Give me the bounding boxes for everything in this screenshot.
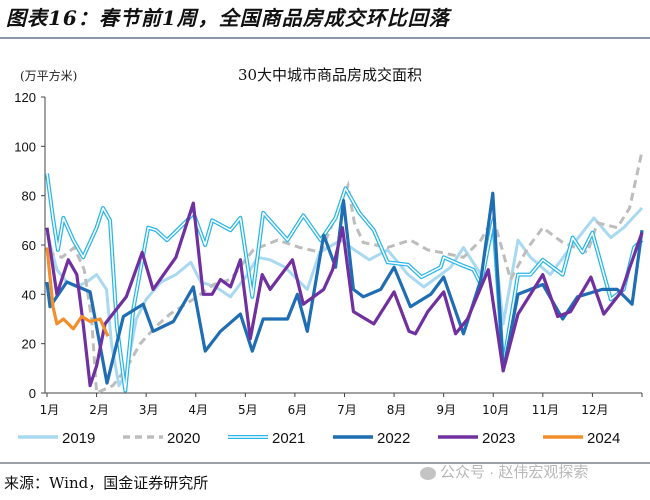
- legend-label: 2022: [377, 430, 410, 447]
- line-chart: 30大中城市商品房成交面积 (万平方米) 0 20 40 60 80 100 120 1月 2月…: [14, 66, 644, 447]
- series-line-2020: [46, 150, 644, 396]
- legend: 2019 2020 2021 2022 2023 2024: [18, 430, 620, 447]
- watermark: 公众号 · 赵伟宏观探索: [420, 461, 588, 482]
- legend-item-2023: 2023: [438, 430, 515, 447]
- series-line-2024: [45, 247, 110, 337]
- x-tick-label: 7月: [337, 403, 357, 417]
- legend-label: 2020: [167, 430, 200, 447]
- wechat-icon: [420, 466, 436, 480]
- watermark-text: 公众号 · 赵伟宏观探索: [440, 464, 589, 481]
- x-tick-label: 11月: [532, 403, 559, 417]
- footer-divider: [0, 462, 650, 464]
- legend-label: 2024: [587, 430, 620, 447]
- y-tick-label: 100: [14, 139, 36, 154]
- series-group: [45, 150, 644, 396]
- x-tick-label: 6月: [288, 403, 308, 417]
- legend-label: 2023: [482, 430, 515, 447]
- legend-label: 2019: [62, 430, 95, 447]
- x-tick-label: 5月: [238, 403, 258, 417]
- x-tick-label: 8月: [387, 403, 407, 417]
- x-tick-label: 10月: [482, 403, 509, 417]
- title-divider: [0, 37, 650, 39]
- axes: 0 20 40 60 80 100 120 1月 2月 3月 4月 5月 6月 7月 8月 9月 10月 11月 1…: [14, 90, 643, 417]
- x-tick-label: 2月: [89, 403, 109, 417]
- series-line-2023: [45, 201, 644, 388]
- x-tick-label: 3月: [139, 403, 159, 417]
- y-tick-label: 40: [22, 287, 36, 302]
- legend-label: 2021: [272, 430, 305, 447]
- legend-item-2022: 2022: [333, 430, 410, 447]
- figure-title: 图表16：春节前1周，全国商品房成交环比回落: [6, 6, 450, 30]
- legend-item-2019: 2019: [18, 430, 95, 447]
- x-tick-label: 12月: [581, 403, 608, 417]
- x-tick-label: 1月: [40, 403, 60, 417]
- chart-title: 30大中城市商品房成交面积: [238, 66, 422, 84]
- y-tick-label: 20: [22, 337, 36, 352]
- series-line-2021-inner: [46, 173, 643, 392]
- x-tick-label: 4月: [188, 403, 208, 417]
- x-tick-label: 9月: [436, 403, 456, 417]
- y-tick-label: 60: [22, 238, 36, 253]
- source-note: 来源：Wind，国金证券研究所: [4, 474, 209, 492]
- y-axis-unit-label: (万平方米): [20, 68, 77, 83]
- y-tick-label: 80: [22, 189, 36, 204]
- legend-item-2024: 2024: [543, 430, 620, 447]
- y-tick-label: 0: [29, 386, 36, 401]
- legend-item-2021: 2021: [228, 430, 305, 447]
- legend-item-2020: 2020: [123, 430, 200, 447]
- y-tick-label: 120: [14, 90, 36, 105]
